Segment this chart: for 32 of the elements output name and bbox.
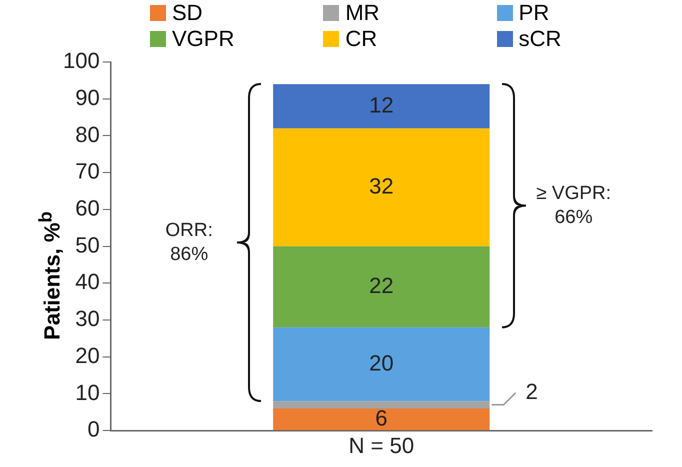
- y-tick-label: 100: [62, 48, 100, 74]
- y-tick-label: 70: [75, 158, 100, 184]
- bar: [273, 246, 490, 328]
- y-tick-label: 90: [75, 84, 100, 110]
- legend-label: SD: [172, 0, 203, 26]
- y-tick-label: 10: [75, 380, 100, 405]
- bar: [273, 401, 490, 408]
- y-tick-label: 30: [75, 306, 100, 332]
- bar: [273, 327, 490, 402]
- data-label: 32: [369, 173, 394, 198]
- y-tick-label: 20: [75, 342, 100, 368]
- data-label: 20: [369, 350, 394, 376]
- legend-label: sCR: [518, 26, 562, 52]
- legend-label: CR: [345, 26, 378, 52]
- bar: [273, 84, 490, 128]
- y-tick-label: 0: [87, 416, 100, 442]
- x-tick-label: N = 50: [348, 432, 414, 458]
- y-tick-label: 50: [75, 232, 100, 258]
- data-label: 12: [369, 92, 394, 118]
- y-tick-label: 80: [75, 122, 100, 147]
- data-label: 2: [526, 378, 538, 404]
- data-label: 22: [369, 272, 394, 298]
- legend-label: VGPR: [172, 26, 234, 52]
- bar: [273, 408, 490, 430]
- legend-label: MR: [345, 0, 380, 26]
- y-tick-label: 40: [75, 269, 100, 294]
- data-label: 6: [375, 405, 388, 430]
- legend-label: PR: [518, 0, 550, 26]
- bar: [273, 128, 490, 246]
- y-tick-label: 60: [75, 196, 100, 221]
- annotation: ≥ VGPR: 66%: [536, 182, 612, 228]
- annotation: ORR: 86%: [165, 220, 213, 265]
